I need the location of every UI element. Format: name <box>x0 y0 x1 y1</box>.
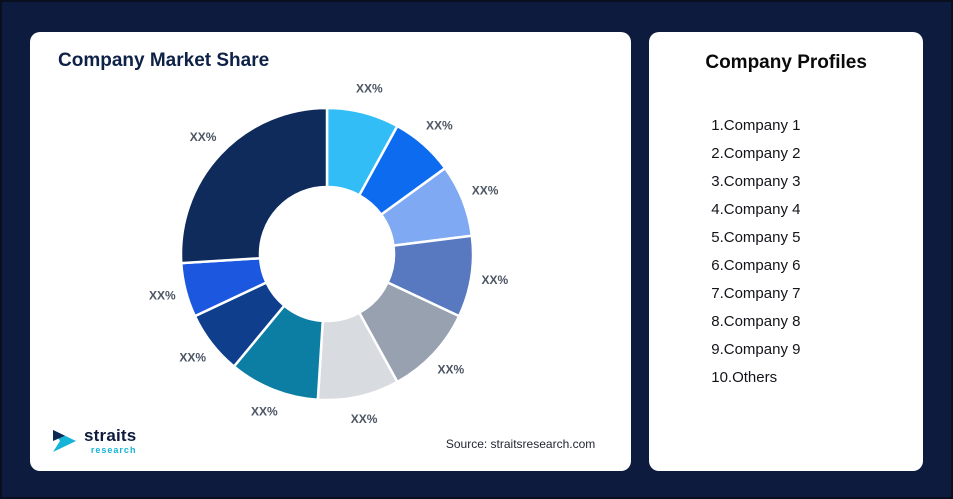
logo-name: straits <box>84 426 137 445</box>
profile-item: 6.Company 6 <box>711 257 801 274</box>
profile-item: 9.Company 9 <box>711 341 801 358</box>
profile-item: 8.Company 8 <box>711 313 801 330</box>
profile-item: 2.Company 2 <box>711 145 801 162</box>
profile-item: 5.Company 5 <box>711 229 801 246</box>
slice-label: XX% <box>149 288 176 302</box>
straits-logo: straits research <box>52 427 136 455</box>
profile-item: 7.Company 7 <box>711 285 801 302</box>
source-text: Source: straitsresearch.com <box>445 437 596 451</box>
chart-title: Company Market Share <box>58 50 270 71</box>
profile-item: 4.Company 4 <box>711 201 801 218</box>
slice-label: XX% <box>351 412 378 426</box>
slice-label: XX% <box>179 350 206 364</box>
logo-sub: research <box>90 445 137 455</box>
straits-arrow-icon <box>53 430 76 452</box>
slice-label: XX% <box>438 363 465 377</box>
profiles-title: Company Profiles <box>705 52 867 73</box>
slice-label: XX% <box>426 119 453 133</box>
donut-chart: XX% XX% XX% XX% XX% XX% XX% XX% XX% XX% <box>149 81 509 426</box>
slice-label: XX% <box>251 404 278 418</box>
profile-item: 10.Others <box>711 369 778 386</box>
slice-label: XX% <box>472 184 499 198</box>
company-profiles-card: Company Profiles 1.Company 1 2.Company 2… <box>649 32 923 471</box>
profile-item: 3.Company 3 <box>711 173 801 190</box>
slice-label: XX% <box>190 130 217 144</box>
profiles-list: 1.Company 1 2.Company 2 3.Company 3 4.Co… <box>711 112 913 392</box>
slice-label: XX% <box>356 81 383 95</box>
slice-label: XX% <box>482 273 509 287</box>
profile-item: 1.Company 1 <box>711 117 801 134</box>
donut-slice <box>179 106 329 265</box>
logo-text: straits research <box>84 427 136 455</box>
market-share-card: Company Market Share XX% XX% XX% XX% XX% XX% X… <box>30 32 632 471</box>
